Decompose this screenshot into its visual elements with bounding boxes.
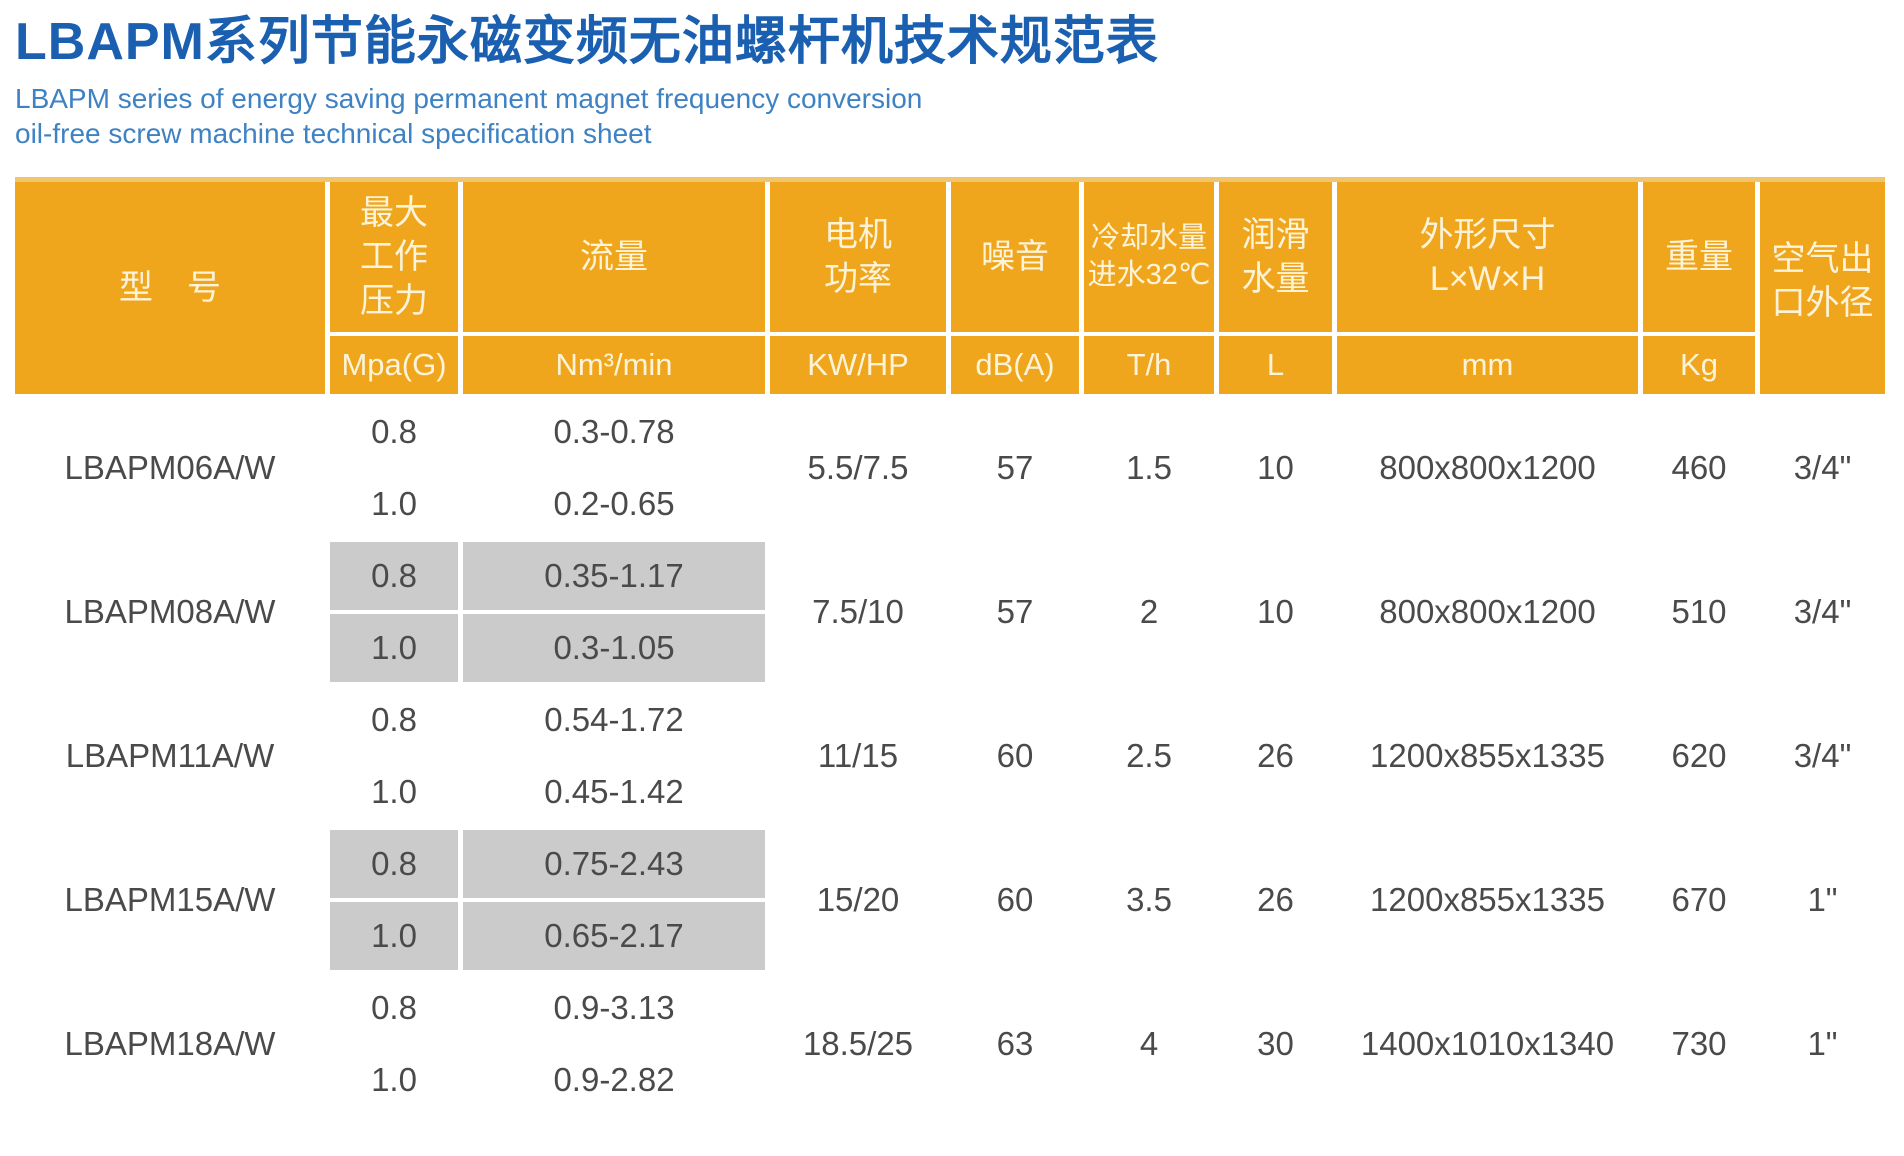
flow-stack: 0.35-1.17 0.3-1.05 <box>463 542 765 683</box>
col-header-weight: 重量 <box>1643 182 1755 333</box>
air-outlet-value: 3/4" <box>1793 737 1852 775</box>
air-outlet-value: 3/4" <box>1793 593 1852 631</box>
flow-value: 0.9-2.82 <box>463 1046 765 1115</box>
unit-cooling-water: T/h <box>1084 336 1214 395</box>
col-header-air-outlet: 空气出 口外径 <box>1760 182 1885 395</box>
lube-water-value: 30 <box>1257 1025 1294 1063</box>
pressure-value: 0.8 <box>330 686 458 755</box>
page-title: LBAPM系列节能永磁变频无油螺杆机技术规范表 <box>15 13 1159 71</box>
weight-value: 460 <box>1671 449 1727 487</box>
page-subtitle-line2: oil-free screw machine technical specifi… <box>15 118 652 150</box>
noise-value: 57 <box>996 449 1034 487</box>
air-outlet-value: 3/4" <box>1793 449 1852 487</box>
col-header-lube-water: 润滑 水量 <box>1219 182 1332 333</box>
dimensions-value: 1200x855x1335 <box>1370 881 1605 919</box>
lube-water-value: 26 <box>1257 737 1294 775</box>
cooling-water-value: 4 <box>1139 1025 1159 1063</box>
air-outlet-value: 1" <box>1807 1025 1838 1063</box>
power-value: 15/20 <box>816 881 900 919</box>
unit-weight: Kg <box>1643 336 1755 395</box>
pressure-stack: 0.8 1.0 <box>330 542 458 683</box>
pressure-stack: 0.8 1.0 <box>330 398 458 539</box>
pressure-value: 0.8 <box>330 830 458 899</box>
flow-value: 0.45-1.42 <box>463 758 765 827</box>
flow-stack: 0.54-1.72 0.45-1.42 <box>463 686 765 827</box>
unit-noise: dB(A) <box>951 336 1079 395</box>
col-header-dimensions: 外形尺寸 L×W×H <box>1337 182 1638 333</box>
power-value: 7.5/10 <box>812 593 904 631</box>
noise-value: 63 <box>996 1025 1034 1063</box>
spec-sheet-page: LBAPM系列节能永磁变频无油螺杆机技术规范表 LBAPM series of … <box>15 13 1885 1115</box>
model-name: LBAPM08A/W <box>64 593 276 631</box>
air-outlet-value: 1" <box>1807 881 1838 919</box>
cooling-water-value: 2.5 <box>1126 737 1172 775</box>
flow-value: 0.65-2.17 <box>463 902 765 971</box>
model-name: LBAPM15A/W <box>64 881 276 919</box>
model-name: LBAPM11A/W <box>65 737 275 775</box>
pressure-value: 0.8 <box>330 542 458 611</box>
weight-value: 670 <box>1671 881 1727 919</box>
pressure-stack: 0.8 1.0 <box>330 830 458 971</box>
pressure-value: 1.0 <box>330 758 458 827</box>
pressure-stack: 0.8 1.0 <box>330 686 458 827</box>
unit-pressure: Mpa(G) <box>330 336 458 395</box>
unit-dimensions: mm <box>1337 336 1638 395</box>
dimensions-value: 1200x855x1335 <box>1370 737 1605 775</box>
noise-value: 57 <box>996 593 1034 631</box>
pressure-stack: 0.8 1.0 <box>330 974 458 1115</box>
power-value: 18.5/25 <box>802 1025 914 1063</box>
pressure-value: 1.0 <box>330 902 458 971</box>
col-header-noise: 噪音 <box>951 182 1079 333</box>
flow-stack: 0.75-2.43 0.65-2.17 <box>463 830 765 971</box>
col-header-power: 电机 功率 <box>770 182 946 333</box>
flow-stack: 0.9-3.13 0.9-2.82 <box>463 974 765 1115</box>
weight-value: 510 <box>1671 593 1727 631</box>
model-name: LBAPM06A/W <box>64 449 276 487</box>
lube-water-value: 10 <box>1257 449 1294 487</box>
weight-value: 620 <box>1671 737 1727 775</box>
dimensions-value: 1400x1010x1340 <box>1360 1025 1615 1063</box>
dimensions-value: 800x800x1200 <box>1379 593 1596 631</box>
col-header-model: 型 号 <box>15 182 325 395</box>
unit-power: KW/HP <box>770 336 946 395</box>
weight-value: 730 <box>1671 1025 1727 1063</box>
flow-value: 0.9-3.13 <box>463 974 765 1043</box>
cooling-water-value: 2 <box>1139 593 1159 631</box>
flow-value: 0.54-1.72 <box>463 686 765 755</box>
flow-value: 0.75-2.43 <box>463 830 765 899</box>
power-value: 5.5/7.5 <box>807 449 909 487</box>
flow-value: 0.35-1.17 <box>463 542 765 611</box>
unit-flow: Nm³/min <box>463 336 765 395</box>
noise-value: 60 <box>996 881 1034 919</box>
dimensions-value: 800x800x1200 <box>1379 449 1596 487</box>
cooling-water-value: 3.5 <box>1126 881 1172 919</box>
pressure-value: 1.0 <box>330 470 458 539</box>
model-name: LBAPM18A/W <box>64 1025 276 1063</box>
lube-water-value: 10 <box>1257 593 1294 631</box>
noise-value: 60 <box>996 737 1034 775</box>
page-subtitle-line1: LBAPM series of energy saving permanent … <box>15 83 923 115</box>
pressure-value: 0.8 <box>330 398 458 467</box>
lube-water-value: 26 <box>1257 881 1294 919</box>
cooling-water-value: 1.5 <box>1126 449 1172 487</box>
col-header-flow: 流量 <box>463 182 765 333</box>
spec-table: 型 号 最大 工作 压力 流量 电机 功率 噪音 冷却水量 进水32℃ 润滑 水… <box>15 177 1885 1115</box>
pressure-value: 1.0 <box>330 1046 458 1115</box>
col-header-cooling-water: 冷却水量 进水32℃ <box>1084 182 1214 333</box>
pressure-value: 1.0 <box>330 614 458 683</box>
col-header-pressure: 最大 工作 压力 <box>330 182 458 333</box>
unit-lube-water: L <box>1219 336 1332 395</box>
flow-value: 0.3-0.78 <box>463 398 765 467</box>
flow-stack: 0.3-0.78 0.2-0.65 <box>463 398 765 539</box>
flow-value: 0.3-1.05 <box>463 614 765 683</box>
power-value: 11/15 <box>817 737 899 775</box>
pressure-value: 0.8 <box>330 974 458 1043</box>
flow-value: 0.2-0.65 <box>463 470 765 539</box>
